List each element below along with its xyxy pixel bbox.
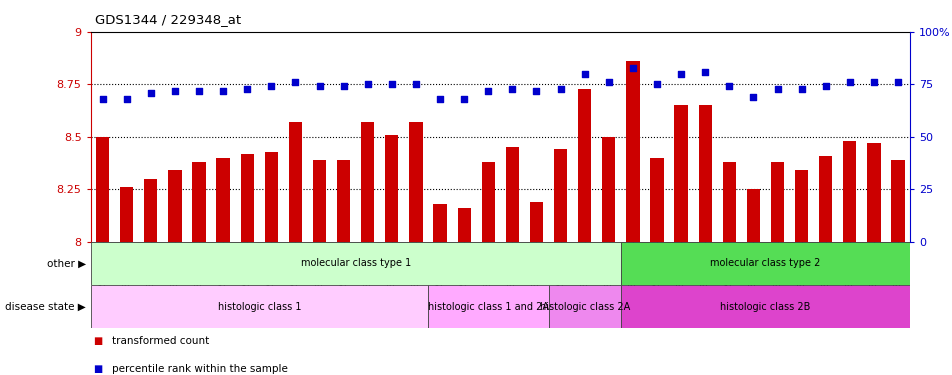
Text: disease state ▶: disease state ▶ [5,302,86,312]
Point [889,79,904,85]
Text: ■: ■ [93,336,103,346]
Bar [722,162,735,242]
Bar [96,137,109,242]
Point [311,84,327,90]
Bar [746,189,760,242]
Bar [90,285,427,328]
Text: ■: ■ [93,364,103,374]
Bar [216,158,229,242]
Point [239,86,254,92]
Point [745,94,761,100]
Text: transformed count: transformed count [111,336,208,346]
Point [721,84,736,90]
Bar [457,208,470,242]
Bar [553,150,566,242]
Bar [578,88,590,242]
Bar [698,105,711,242]
Point [191,88,207,94]
Point [625,64,640,70]
Bar [625,61,639,242]
Bar [674,105,687,242]
Text: percentile rank within the sample: percentile rank within the sample [111,364,288,374]
Bar [794,171,807,242]
Bar [770,162,783,242]
Point [480,88,495,94]
Point [577,71,592,77]
Bar [866,143,880,242]
Text: GDS1344 / 229348_at: GDS1344 / 229348_at [95,13,241,26]
Bar [192,162,206,242]
Point [432,96,447,102]
Bar [169,171,181,242]
Bar [409,122,422,242]
Text: histologic class 2A: histologic class 2A [539,302,629,312]
Bar [890,160,903,242]
Point [505,86,520,92]
Point [360,81,375,87]
Point [601,79,616,85]
Text: molecular class type 1: molecular class type 1 [300,258,410,268]
Point [793,86,808,92]
Point [407,81,423,87]
Point [528,88,544,94]
Point [673,71,688,77]
Bar [240,154,253,242]
Bar [385,135,398,242]
Bar [337,160,350,242]
Bar [288,122,302,242]
Point [336,84,351,90]
Bar [506,147,519,242]
Bar [602,137,615,242]
Point [264,84,279,90]
Bar [620,285,909,328]
Point [143,90,158,96]
Point [119,96,134,102]
Bar [649,158,663,242]
Bar [427,285,548,328]
Bar [120,187,133,242]
Bar [620,242,909,285]
Point [456,96,471,102]
Bar [481,162,494,242]
Point [95,96,110,102]
Text: molecular class type 2: molecular class type 2 [709,258,820,268]
Point [697,69,712,75]
Bar [843,141,856,242]
Bar [433,204,446,242]
Bar [361,122,374,242]
Point [552,86,567,92]
Point [842,79,857,85]
Point [648,81,664,87]
Bar [265,152,278,242]
Point [288,79,303,85]
Point [769,86,784,92]
Text: histologic class 1: histologic class 1 [217,302,301,312]
Bar [90,242,620,285]
Point [865,79,881,85]
Point [168,88,183,94]
Bar [819,156,831,242]
Bar [312,160,326,242]
Bar [548,285,620,328]
Text: other ▶: other ▶ [47,258,86,268]
Point [215,88,230,94]
Bar [144,179,157,242]
Text: histologic class 1 and 2A: histologic class 1 and 2A [427,302,548,312]
Bar [529,202,543,242]
Text: histologic class 2B: histologic class 2B [720,302,810,312]
Point [384,81,399,87]
Point [817,84,832,90]
